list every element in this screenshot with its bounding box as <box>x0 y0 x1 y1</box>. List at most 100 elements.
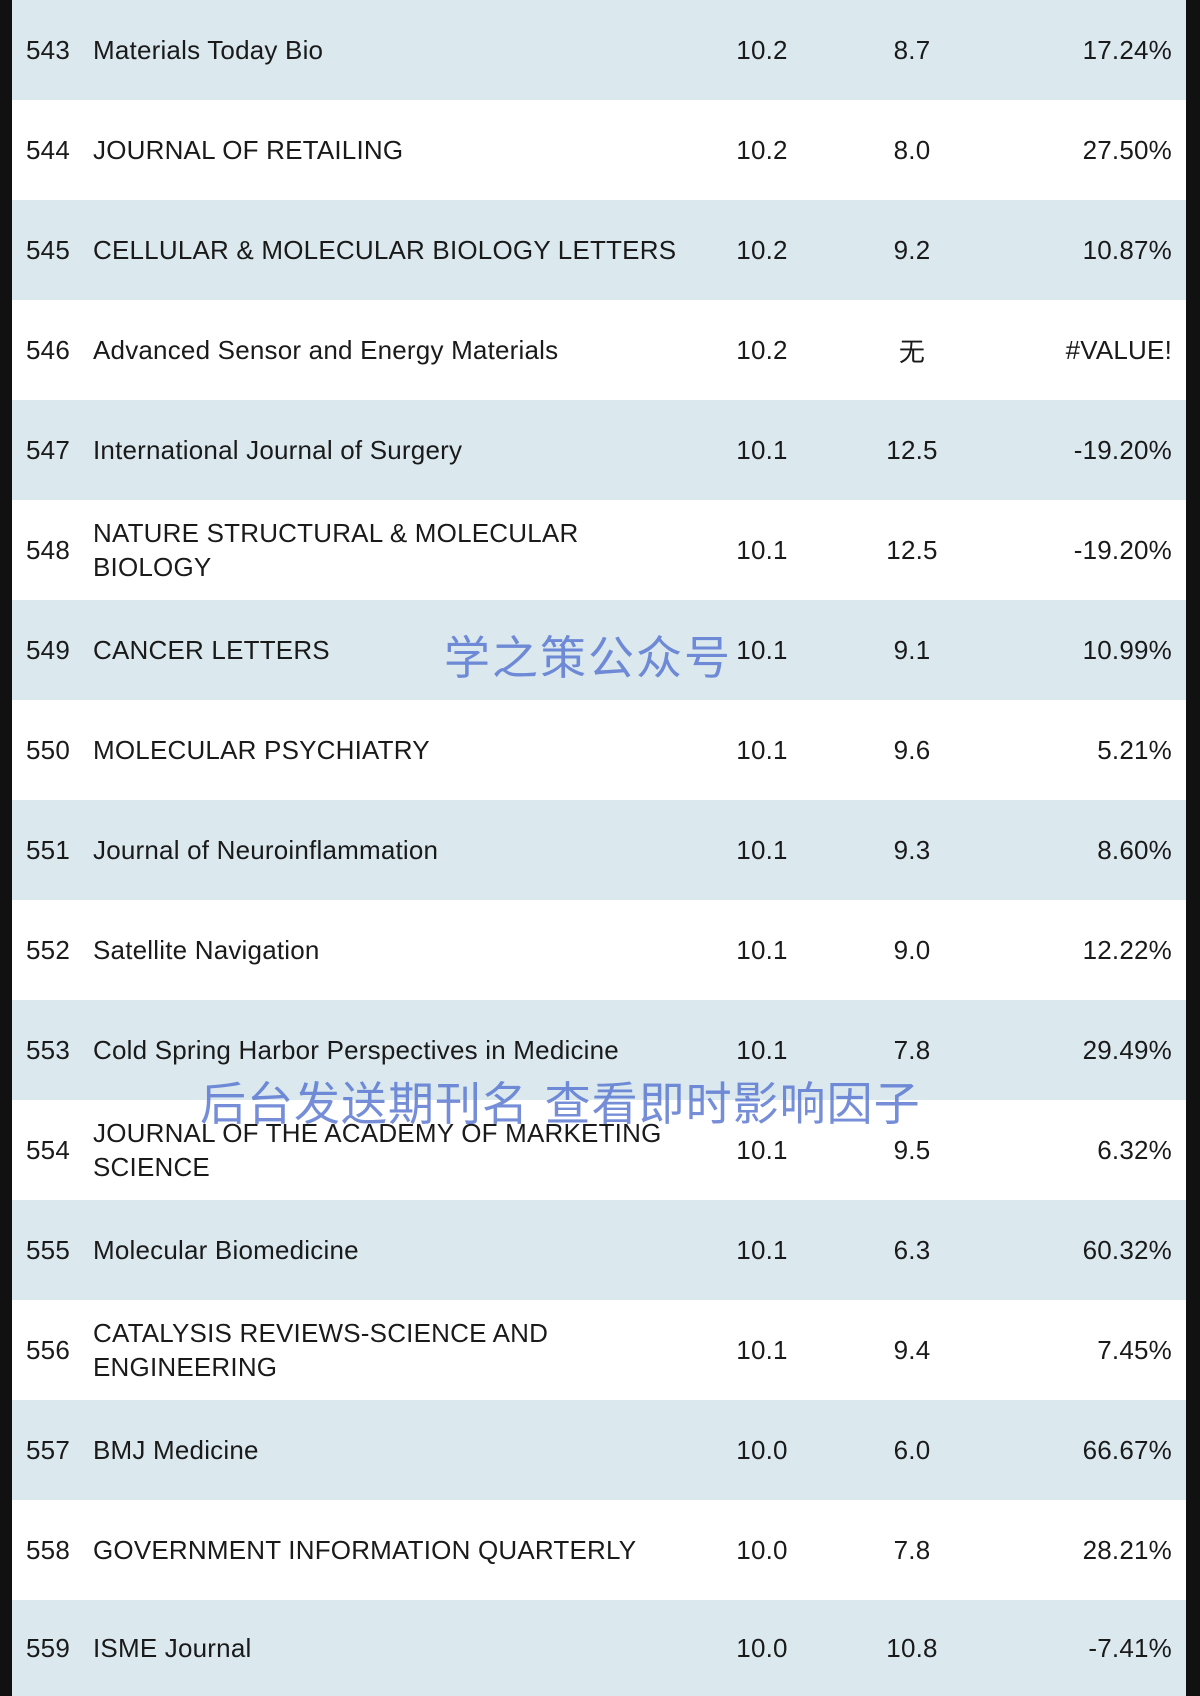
impact-factor-cell: 10.1 <box>736 534 788 565</box>
rank-cell: 555 <box>26 1234 70 1265</box>
previous-impact-factor-cell: 9.2 <box>893 234 931 265</box>
journal-name-cell: CELLULAR & MOLECULAR BIOLOGY LETTERS <box>93 235 677 265</box>
journal-name-cell: Materials Today Bio <box>93 35 324 65</box>
rank-cell: 558 <box>26 1534 70 1565</box>
table-row: 558 GOVERNMENT INFORMATION QUARTERLY 10.… <box>12 1500 1186 1600</box>
impact-factor-cell: 10.1 <box>736 1334 788 1365</box>
table-row: 543 Materials Today Bio 10.2 8.7 17.24% <box>12 0 1186 100</box>
journal-name-cell: CATALYSIS REVIEWS-SCIENCE AND ENGINEERIN… <box>93 1318 549 1382</box>
growth-rate-cell: 10.87% <box>1082 234 1172 265</box>
impact-factor-cell: 10.2 <box>736 234 788 265</box>
previous-impact-factor-cell: 无 <box>898 336 926 367</box>
impact-factor-cell: 10.1 <box>736 734 788 765</box>
growth-rate-cell: 29.49% <box>1082 1034 1172 1065</box>
impact-factor-cell: 10.1 <box>736 934 788 965</box>
table-row: 546 Advanced Sensor and Energy Materials… <box>12 300 1186 400</box>
table-row: 553 Cold Spring Harbor Perspectives in M… <box>12 1000 1186 1100</box>
previous-impact-factor-cell: 9.4 <box>893 1334 931 1365</box>
rank-cell: 559 <box>26 1632 70 1663</box>
previous-impact-factor-cell: 7.8 <box>893 1534 931 1565</box>
previous-impact-factor-cell: 9.5 <box>893 1134 931 1165</box>
table-row: 551 Journal of Neuroinflammation 10.1 9.… <box>12 800 1186 900</box>
journal-name-cell: ISME Journal <box>93 1633 252 1663</box>
impact-factor-cell: 10.0 <box>736 1632 788 1663</box>
growth-rate-cell: -19.20% <box>1073 434 1172 465</box>
impact-factor-cell: 10.2 <box>736 334 788 365</box>
growth-rate-cell: 10.99% <box>1082 634 1172 665</box>
growth-rate-cell: -19.20% <box>1073 534 1172 565</box>
table-row: 544 JOURNAL OF RETAILING 10.2 8.0 27.50% <box>12 100 1186 200</box>
impact-factor-cell: 10.1 <box>736 834 788 865</box>
previous-impact-factor-cell: 8.0 <box>893 134 931 165</box>
rank-cell: 549 <box>26 634 70 665</box>
previous-impact-factor-cell: 9.6 <box>893 734 931 765</box>
impact-factor-cell: 10.0 <box>736 1534 788 1565</box>
rank-cell: 547 <box>26 434 70 465</box>
impact-factor-cell: 10.1 <box>736 1234 788 1265</box>
growth-rate-cell: 17.24% <box>1082 34 1172 65</box>
rank-cell: 550 <box>26 734 70 765</box>
table-row: 549 CANCER LETTERS 10.1 9.1 10.99% <box>12 600 1186 700</box>
rank-cell: 546 <box>26 334 70 365</box>
growth-rate-cell: 7.45% <box>1097 1334 1172 1365</box>
table-row: 559 ISME Journal 10.0 10.8 -7.41% <box>12 1600 1186 1696</box>
previous-impact-factor-cell: 7.8 <box>893 1034 931 1065</box>
growth-rate-cell: 28.21% <box>1082 1534 1172 1565</box>
growth-rate-cell: #VALUE! <box>1065 334 1172 365</box>
rank-cell: 545 <box>26 234 70 265</box>
rank-cell: 556 <box>26 1334 70 1365</box>
growth-rate-cell: 66.67% <box>1082 1434 1172 1465</box>
previous-impact-factor-cell: 10.8 <box>886 1632 938 1663</box>
journal-name-cell: JOURNAL OF RETAILING <box>93 135 404 165</box>
rank-cell: 554 <box>26 1134 70 1165</box>
previous-impact-factor-cell: 12.5 <box>886 434 938 465</box>
journal-name-cell: International Journal of Surgery <box>93 435 463 465</box>
previous-impact-factor-cell: 12.5 <box>886 534 938 565</box>
impact-factor-cell: 10.1 <box>736 1034 788 1065</box>
table-row: 554 JOURNAL OF THE ACADEMY OF MARKETING … <box>12 1100 1186 1200</box>
journal-name-cell: BMJ Medicine <box>93 1435 259 1465</box>
journal-name-cell: Journal of Neuroinflammation <box>93 835 439 865</box>
table-row: 548 NATURE STRUCTURAL & MOLECULAR BIOLOG… <box>12 500 1186 600</box>
journal-name-cell: Satellite Navigation <box>93 935 320 965</box>
rank-cell: 551 <box>26 834 70 865</box>
table-row: 550 MOLECULAR PSYCHIATRY 10.1 9.6 5.21% <box>12 700 1186 800</box>
previous-impact-factor-cell: 6.3 <box>893 1234 931 1265</box>
impact-factor-cell: 10.0 <box>736 1434 788 1465</box>
previous-impact-factor-cell: 6.0 <box>893 1434 931 1465</box>
impact-factor-cell: 10.2 <box>736 134 788 165</box>
impact-factor-cell: 10.2 <box>736 34 788 65</box>
rank-cell: 548 <box>26 534 70 565</box>
rank-cell: 552 <box>26 934 70 965</box>
impact-factor-cell: 10.1 <box>736 1134 788 1165</box>
growth-rate-cell: 5.21% <box>1097 734 1172 765</box>
table-row: 547 International Journal of Surgery 10.… <box>12 400 1186 500</box>
growth-rate-cell: -7.41% <box>1088 1632 1172 1663</box>
table-row: 552 Satellite Navigation 10.1 9.0 12.22% <box>12 900 1186 1000</box>
rank-cell: 557 <box>26 1434 70 1465</box>
journal-name-cell: Advanced Sensor and Energy Materials <box>93 335 559 365</box>
journal-name-cell: Molecular Biomedicine <box>93 1235 359 1265</box>
journal-name-cell: NATURE STRUCTURAL & MOLECULAR BIOLOGY <box>93 518 579 582</box>
journal-name-cell: CANCER LETTERS <box>93 635 330 665</box>
previous-impact-factor-cell: 9.1 <box>893 634 931 665</box>
growth-rate-cell: 8.60% <box>1097 834 1172 865</box>
growth-rate-cell: 27.50% <box>1082 134 1172 165</box>
growth-rate-cell: 12.22% <box>1082 934 1172 965</box>
growth-rate-cell: 60.32% <box>1082 1234 1172 1265</box>
journal-name-cell: MOLECULAR PSYCHIATRY <box>93 735 430 765</box>
impact-factor-cell: 10.1 <box>736 434 788 465</box>
journal-name-cell: Cold Spring Harbor Perspectives in Medic… <box>93 1035 619 1065</box>
previous-impact-factor-cell: 9.3 <box>893 834 931 865</box>
table-row: 556 CATALYSIS REVIEWS-SCIENCE AND ENGINE… <box>12 1300 1186 1400</box>
table-row: 545 CELLULAR & MOLECULAR BIOLOGY LETTERS… <box>12 200 1186 300</box>
rank-cell: 544 <box>26 134 70 165</box>
rank-cell: 543 <box>26 34 70 65</box>
journal-name-cell: JOURNAL OF THE ACADEMY OF MARKETING SCIE… <box>93 1118 662 1182</box>
previous-impact-factor-cell: 8.7 <box>893 34 931 65</box>
journal-name-cell: GOVERNMENT INFORMATION QUARTERLY <box>93 1535 637 1565</box>
previous-impact-factor-cell: 9.0 <box>893 934 931 965</box>
rank-cell: 553 <box>26 1034 70 1065</box>
table-row: 555 Molecular Biomedicine 10.1 6.3 60.32… <box>12 1200 1186 1300</box>
table-row: 557 BMJ Medicine 10.0 6.0 66.67% <box>12 1400 1186 1500</box>
